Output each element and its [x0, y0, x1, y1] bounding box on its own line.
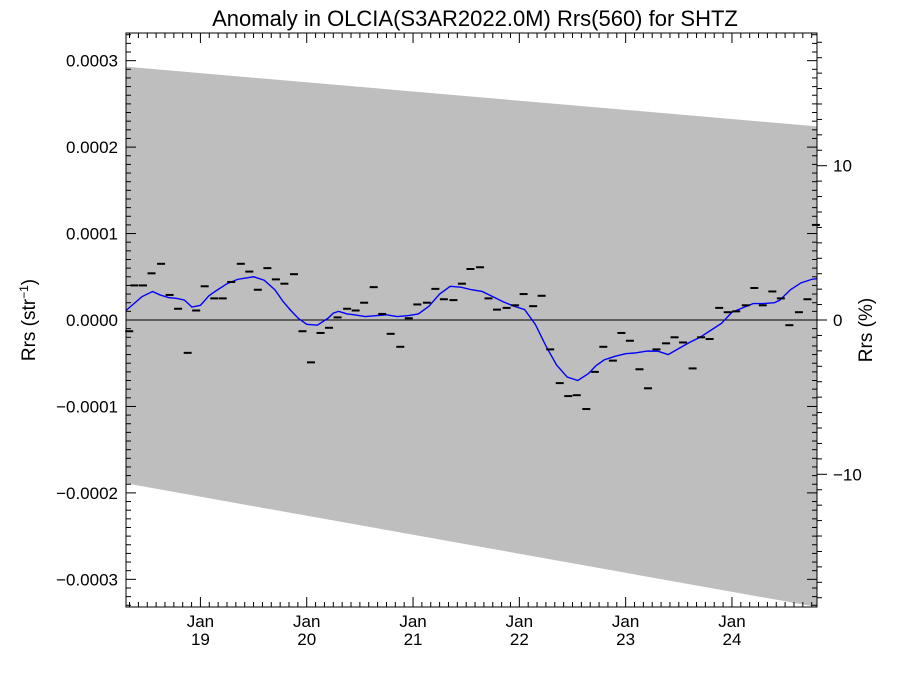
y-tick-label: 0.0003	[66, 52, 118, 71]
y-axis-left: 0.0003 0.0002 0.0001 0.0000 −0.0001 −0.0002 −0…	[56, 34, 817, 606]
y-axis-right: 10 0 −10	[817, 41, 862, 599]
y2-axis-label: Rrs (%)	[856, 298, 877, 362]
chart-title: Anomaly in OLCIA(S3AR2022.0M) Rrs(560) f…	[212, 6, 738, 31]
y-tick-label: 0.0002	[66, 138, 118, 157]
x-tick-label-year: 24	[722, 630, 741, 649]
smoothed-line-layer	[125, 276, 818, 382]
x-tick-label-month: Jan	[506, 612, 533, 631]
y-axis-label-prefix: Rrs (str	[19, 298, 40, 361]
x-tick-label-month: Jan	[612, 612, 639, 631]
smoothed-anomaly-line	[125, 276, 818, 382]
x-tick-label-year: 22	[510, 630, 529, 649]
x-tick-label-year: 19	[191, 630, 210, 649]
x-tick-label-month: Jan	[399, 612, 426, 631]
y-axis-label-suffix: )	[19, 279, 40, 285]
y-tick-label: 0.0001	[66, 225, 118, 244]
monthly-points-layer	[125, 223, 820, 411]
x-tick-label-year: 21	[404, 630, 423, 649]
y-tick-label: −0.0003	[56, 570, 118, 589]
y-axis-label-superscript: −1	[17, 285, 31, 299]
x-tick-label-month: Jan	[293, 612, 320, 631]
y-tick-label: 0.0000	[66, 311, 118, 330]
y-tick-label: −0.0002	[56, 484, 118, 503]
y-tick-label: −0.0001	[56, 397, 118, 416]
uncertainty-band-layer	[126, 66, 817, 607]
x-tick-label-month: Jan	[187, 612, 214, 631]
x-tick-label-month: Jan	[718, 612, 745, 631]
y2-tick-label: 0	[833, 311, 842, 330]
x-tick-label-year: 23	[616, 630, 635, 649]
y-axis-label: Rrs (str−1)	[17, 279, 40, 361]
y2-tick-label: 10	[833, 157, 852, 176]
x-tick-label-year: 20	[297, 630, 316, 649]
y2-tick-label: −10	[833, 465, 862, 484]
uncertainty-band	[126, 66, 817, 607]
